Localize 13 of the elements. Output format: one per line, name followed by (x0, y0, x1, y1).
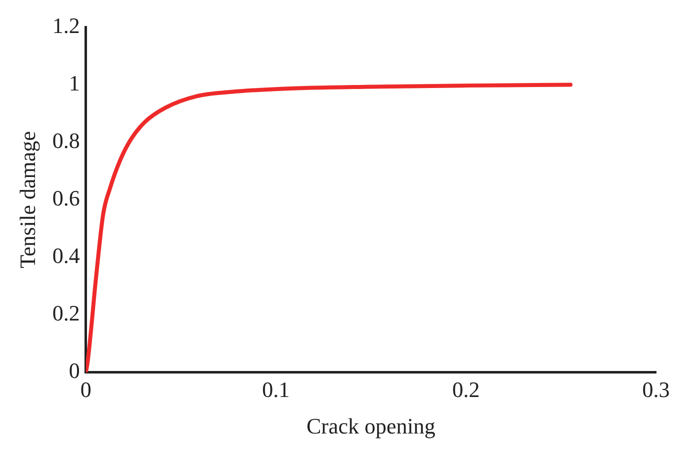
y-tick-label: 0.4 (52, 242, 80, 268)
y-tick-label: 0 (68, 358, 80, 383)
line-series (86, 82, 572, 372)
y-tick-label: 1 (68, 70, 80, 96)
y-tick-label: 0.2 (52, 300, 80, 326)
y-tick-label: 1.2 (52, 12, 80, 38)
y-tick-label: 0.6 (52, 185, 80, 210)
y-tick-label: 0.8 (52, 128, 80, 153)
x-tick-label: 0.1 (262, 377, 290, 402)
x-tick-label: 0.3 (642, 377, 670, 402)
x-axis-title: Crack opening (306, 414, 436, 439)
y-axis-title: Tensile damage (14, 131, 40, 268)
x-tick-label: 0.2 (452, 377, 480, 402)
